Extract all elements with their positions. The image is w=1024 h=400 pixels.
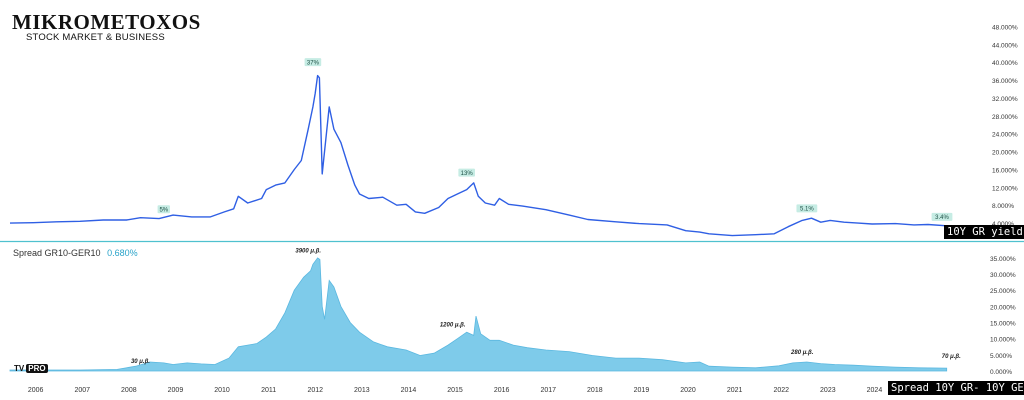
lower-y-tick-label: 10.000% [990,337,1016,344]
peak-badge [796,204,818,213]
upper-y-tick-label: 48.000% [992,24,1018,31]
indicator-name: Spread GR10-GER10 [13,248,101,258]
peak-badge-label: 3.4% [935,215,949,221]
tradingview-mark-icon: TV [14,364,25,373]
x-tick-label: 2008 [121,387,137,394]
peak-badge [304,58,322,67]
tradingview-logo: TV PRO [14,364,48,373]
upper-y-tick-label: 36.000% [992,78,1018,85]
upper-y-tick-label: 12.000% [992,185,1018,192]
brand-logo: MIKROMETOXOS STOCK MARKET & BUSINESS [12,10,201,43]
x-tick-label: 2022 [773,387,789,394]
lower-pane-title: Spread GR10-GER10 0.680% [13,248,138,258]
peak-badge [458,168,475,177]
spread-annotation: 1200 μ.β. [440,323,466,329]
x-tick-label: 2009 [168,387,184,394]
x-tick-label: 2012 [307,387,323,394]
indicator-value: 0.680% [107,248,138,258]
peak-badge [931,212,953,221]
upper-y-tick-label: 24.000% [992,132,1018,139]
x-tick-label: 2014 [401,387,417,394]
lower-y-tick-label: 30.000% [990,272,1016,279]
spread-annotation: 280 μ.β. [790,350,814,356]
lower-y-tick-label: 5.000% [990,353,1012,360]
lower-y-tick-label: 0.000% [990,369,1012,376]
x-tick-label: 2018 [587,387,603,394]
upper-y-tick-label: 32.000% [992,96,1018,103]
lower-y-tick-label: 15.000% [990,321,1016,328]
x-tick-label: 2023 [820,387,836,394]
brand-subtitle: STOCK MARKET & BUSINESS [26,32,165,43]
peak-badge-label: 5.1% [800,207,814,213]
x-tick-label: 2006 [28,387,44,394]
x-tick-label: 2011 [261,387,276,394]
spread-area [9,257,948,372]
x-tick-label: 2020 [680,387,696,394]
upper-y-tick-label: 16.000% [992,167,1018,174]
upper-y-tick-label: 8.000% [992,203,1014,210]
x-tick-label: 2019 [634,387,650,394]
upper-y-tick-label: 40.000% [992,60,1018,67]
x-tick-label: 2016 [494,387,510,394]
peak-badge-label: 13% [461,171,474,177]
x-tick-label: 2010 [214,387,230,394]
lower-y-tick-label: 25.000% [990,288,1016,295]
x-tick-label: 2024 [867,387,883,394]
upper-y-tick-label: 20.000% [992,150,1018,157]
x-tick-label: 2013 [354,387,370,394]
lower-y-tick-label: 35.000% [990,256,1016,263]
yield-line [9,74,947,237]
spread-annotation: 3900 μ.β. [295,248,321,254]
upper-y-tick-label: 44.000% [992,42,1018,49]
peak-badge [157,205,170,214]
peak-badge-label: 5% [159,208,168,214]
lower-series-tag: Spread 10Y GR- 10Y GER [888,381,1024,395]
x-tick-label: 2007 [74,387,90,394]
lower-y-tick-label: 20.000% [990,304,1016,311]
upper-y-tick-label: 4.000% [992,221,1014,228]
x-tick-label: 2015 [447,387,463,394]
x-tick-label: 2017 [540,387,556,394]
pro-badge: PRO [26,364,48,373]
upper-series-tag: 10Y GR yield [944,225,1024,239]
upper-y-tick-label: 28.000% [992,114,1018,121]
spread-annotation: 30 μ.β. [131,359,150,365]
spread-annotation: 70 μ.β. [942,354,961,360]
x-tick-label: 2021 [727,387,743,394]
brand-name: MIKROMETOXOS [12,10,201,34]
peak-badge-label: 37% [307,60,320,66]
